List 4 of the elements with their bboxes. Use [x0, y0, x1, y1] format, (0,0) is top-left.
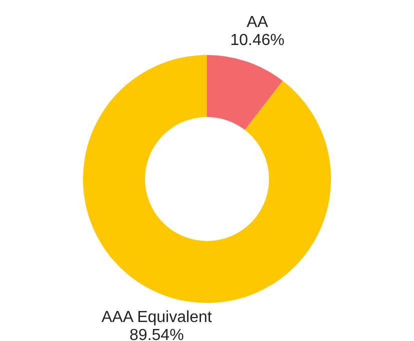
slice-label: AAA Equivalent	[102, 309, 212, 326]
slice-label: AA	[246, 14, 268, 31]
data-label: 89.54%	[130, 327, 184, 341]
data-label: 10.46%	[230, 32, 284, 49]
